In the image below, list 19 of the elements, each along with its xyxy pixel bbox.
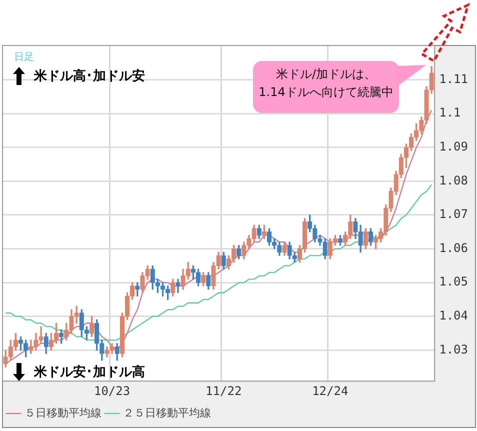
- candlestick: [38, 326, 44, 344]
- y-tick-label: 1.09: [439, 140, 468, 154]
- y-tick-label: 1.04: [439, 308, 468, 323]
- legend-label: ２５日移動平均線: [123, 406, 211, 420]
- y-tick-label: 1.07: [439, 207, 468, 222]
- y-tick-label: 1.08: [439, 173, 468, 188]
- y-tick-label: 1.06: [439, 240, 468, 255]
- legend-label: ５日移動平均線: [24, 406, 102, 420]
- annotation: 米ドル/加ドルは、 1.14ドルへ向けて続騰中: [253, 61, 399, 113]
- y-tick-label: 1.05: [439, 274, 468, 289]
- annotation: 米ドル安･加ドル高: [34, 364, 145, 381]
- y-tick-label: 1.1: [439, 106, 461, 120]
- x-tick-label: 12/24: [312, 384, 348, 398]
- annotation: 米ドル高･加ドル安: [34, 68, 145, 85]
- x-tick-label: 11/22: [206, 384, 242, 398]
- y-tick-label: 1.11: [439, 72, 468, 86]
- x-tick-label: 10/23: [94, 384, 130, 398]
- y-tick-label: 1.03: [439, 342, 468, 356]
- annotation: 日足: [14, 51, 34, 64]
